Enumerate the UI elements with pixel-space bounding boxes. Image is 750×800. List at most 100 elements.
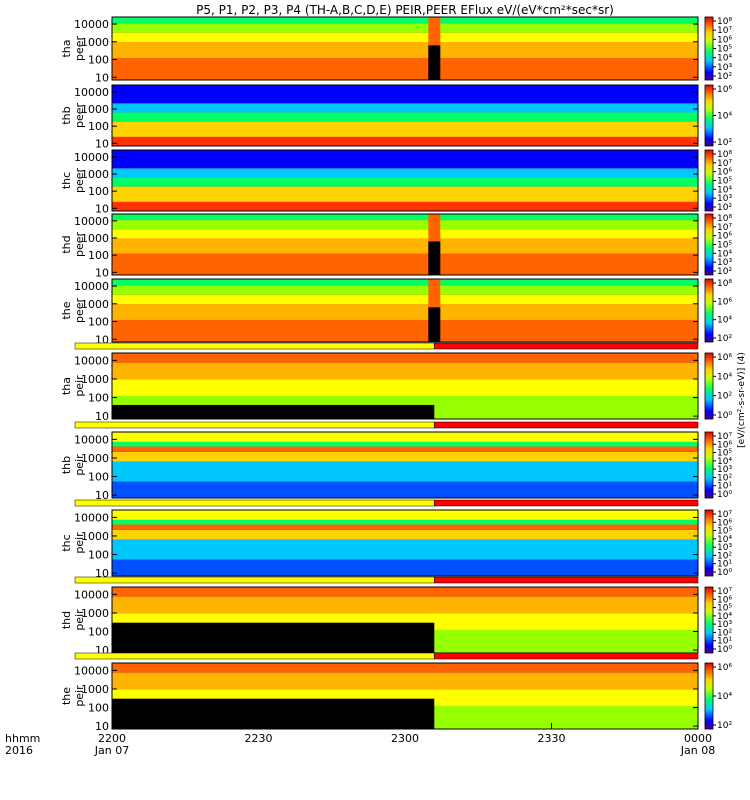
y-label-species: peir [73,375,86,397]
mode-bar-red [434,652,699,660]
panel-frame [111,278,699,343]
x-tick-label: 2230 [245,732,273,745]
y-label-probe: tha [60,377,73,395]
mode-bar-yellow [74,499,435,507]
energy-band [112,304,698,320]
y-label-probe: thb [60,456,73,474]
colorbar [704,84,714,147]
colorbar-tick-label: 10² [717,551,732,561]
colorbar-tick-label: 10⁰ [717,568,732,578]
colorbar-tick-label: 10⁴ [717,316,732,326]
panel-frame [111,16,699,81]
colorbar-tick-label: 10² [717,334,732,344]
y-label-probe: thd [60,235,73,253]
colorbar-tick-label: 10⁶ [717,85,732,95]
y-tick-label: 10000 [74,354,109,367]
mode-bar-yellow [74,576,435,584]
x-tick-label: 2300 [391,732,419,745]
colorbar-tick-label: 10³ [717,63,732,73]
colorbar-tick-label: 10⁸ [717,279,732,289]
y-tick-label: 10000 [74,86,109,99]
colorbar-tick-label: 10⁴ [717,54,732,64]
energy-band [112,220,698,230]
energy-band [112,319,698,342]
energy-band [112,524,698,530]
energy-band [112,362,698,380]
y-label-probe: thd [60,611,73,629]
energy-band [112,23,698,33]
colorbar-tick-label: 10⁶ [717,232,732,242]
colorbar-tick-label: 10⁷ [717,26,732,36]
colorbar-unit-label: [eV/(cm²-s-sr-eV)] (4) [737,352,747,448]
colorbar-tick-label: 10⁷ [717,159,732,169]
energy-band [112,214,698,221]
colorbar-tick-label: 10⁵ [717,527,732,537]
y-tick-label: 1000 [81,232,109,245]
y-tick-label: 10000 [74,511,109,524]
y-label-probe: tha [60,39,73,57]
y-tick-label: 10 [95,71,109,84]
x-tick-sublabel: Jan 08 [680,744,715,757]
y-tick-label: 10 [95,202,109,215]
y-tick-label: 100 [88,54,109,67]
y-label-species: peer [73,168,86,194]
colorbar-tick-label: 10⁷ [717,510,732,520]
y-tick-label: 10 [95,410,109,423]
panel-frame [111,213,699,276]
mode-bar-yellow [74,421,435,429]
colorbar-tick-label: 10⁶ [717,663,732,673]
colorbar-tick-label: 10⁴ [717,112,732,122]
energy-band [112,168,698,178]
colorbar-tick-label: 10⁰ [717,645,732,655]
energy-band [112,57,698,80]
y-tick-label: 10000 [74,215,109,228]
colorbar-tick-label: 10⁵ [717,45,732,55]
panel-frame [111,352,699,420]
energy-band [112,112,698,122]
energy-band [112,559,698,576]
panel-frame [111,431,699,499]
panel-frame [111,84,699,147]
colorbar [704,149,714,212]
colorbar-tick-label: 10² [717,721,732,731]
colorbar-tick-label: 10⁷ [717,223,732,233]
y-tick-label: 100 [88,392,109,405]
y-tick-label: 1000 [81,683,109,696]
energy-band [112,177,698,187]
colorbar [704,431,714,499]
energy-band [112,294,698,305]
y-label-probe: thc [60,172,73,189]
energy-band [112,461,698,482]
y-tick-label: 10000 [74,588,109,601]
y-tick-label: 10000 [74,664,109,677]
energy-band [112,379,698,396]
y-tick-label: 10000 [74,151,109,164]
low-count-region [112,404,435,419]
y-tick-label: 100 [88,549,109,562]
data-gap-fill [428,45,441,80]
x-tick-label: 2200 [98,732,126,745]
colorbar-tick-label: 10⁶ [717,353,732,363]
y-tick-label: 1000 [81,607,109,620]
y-label-species: peir [73,532,86,554]
colorbar-tick-label: 10⁵ [717,449,732,459]
colorbar [704,213,714,276]
colorbar-tick-label: 10² [717,203,732,213]
energy-band [112,103,698,113]
y-label-species: peir [73,454,86,476]
y-label-probe: thb [60,106,73,124]
mode-bar-red [434,342,699,350]
y-tick-label: 10 [95,720,109,733]
y-label-species: peer [73,36,86,62]
colorbar-tick-label: 10⁴ [717,185,732,195]
colorbar [704,586,714,654]
energy-band [112,539,698,560]
colorbar-tick-label: 10⁷ [717,432,732,442]
